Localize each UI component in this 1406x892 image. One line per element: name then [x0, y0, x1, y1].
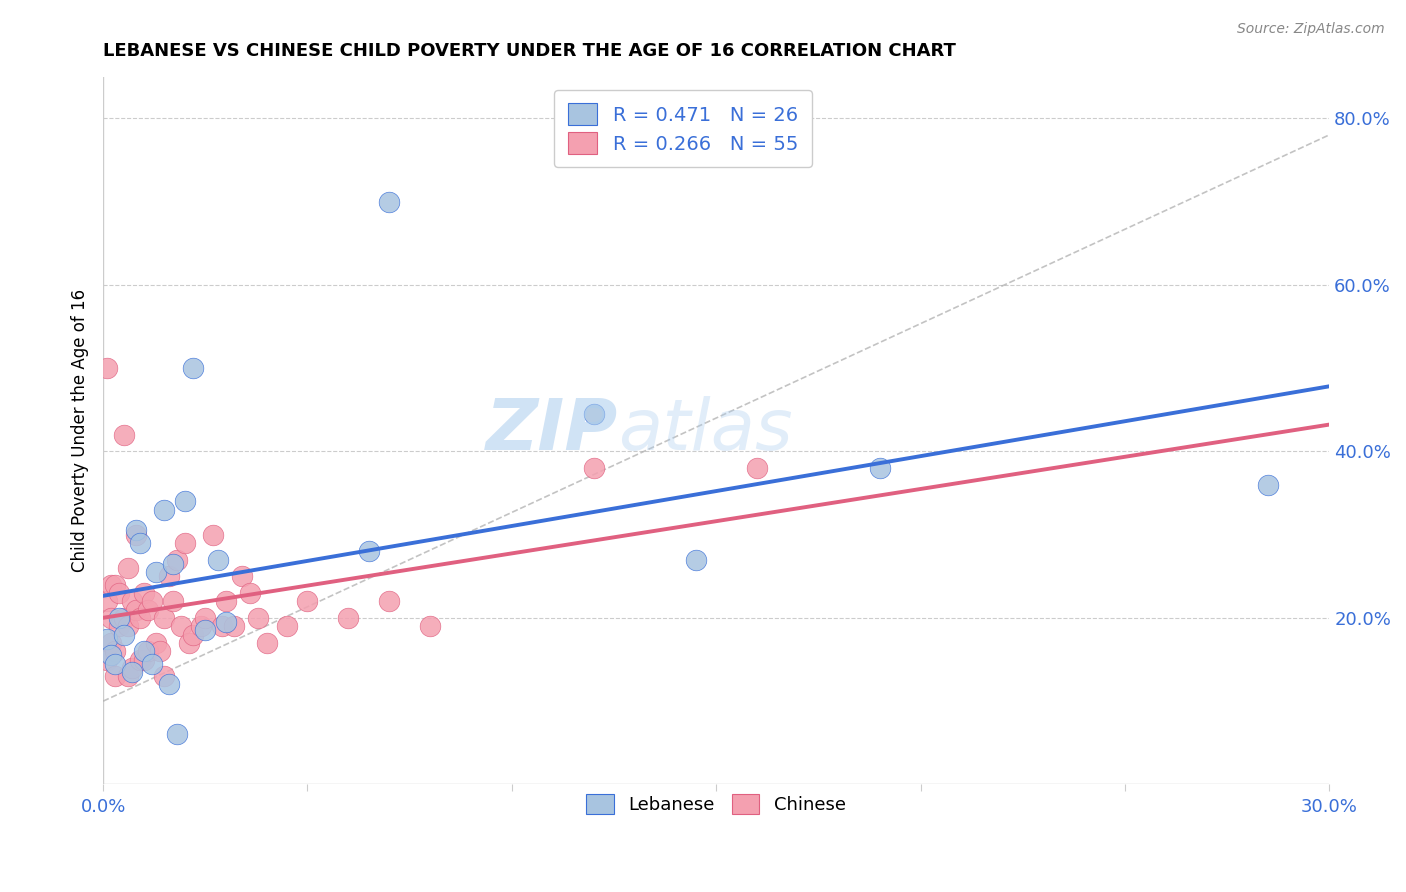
Point	[276, 619, 298, 633]
Point	[121, 661, 143, 675]
Point	[745, 461, 768, 475]
Point	[194, 611, 217, 625]
Point	[256, 636, 278, 650]
Point	[582, 461, 605, 475]
Point	[96, 361, 118, 376]
Point	[104, 657, 127, 671]
Point	[96, 632, 118, 646]
Text: LEBANESE VS CHINESE CHILD POVERTY UNDER THE AGE OF 16 CORRELATION CHART: LEBANESE VS CHINESE CHILD POVERTY UNDER …	[103, 42, 956, 60]
Point	[419, 619, 441, 633]
Point	[125, 527, 148, 541]
Point	[1257, 477, 1279, 491]
Point	[149, 644, 172, 658]
Point	[141, 594, 163, 608]
Point	[112, 611, 135, 625]
Point	[170, 619, 193, 633]
Point	[100, 636, 122, 650]
Point	[153, 502, 176, 516]
Point	[153, 611, 176, 625]
Point	[129, 611, 152, 625]
Point	[129, 652, 152, 666]
Point	[211, 619, 233, 633]
Point	[190, 619, 212, 633]
Point	[117, 619, 139, 633]
Point	[100, 577, 122, 591]
Point	[96, 594, 118, 608]
Point	[181, 627, 204, 641]
Point	[173, 494, 195, 508]
Point	[215, 615, 238, 629]
Point	[136, 602, 159, 616]
Point	[177, 636, 200, 650]
Point	[194, 624, 217, 638]
Text: Source: ZipAtlas.com: Source: ZipAtlas.com	[1237, 22, 1385, 37]
Point	[162, 557, 184, 571]
Point	[378, 594, 401, 608]
Point	[132, 586, 155, 600]
Point	[121, 594, 143, 608]
Point	[129, 536, 152, 550]
Point	[100, 648, 122, 663]
Point	[125, 602, 148, 616]
Point	[117, 561, 139, 575]
Point	[157, 569, 180, 583]
Point	[337, 611, 360, 625]
Point	[173, 536, 195, 550]
Point	[108, 619, 131, 633]
Point	[132, 652, 155, 666]
Point	[108, 586, 131, 600]
Point	[121, 665, 143, 679]
Point	[153, 669, 176, 683]
Point	[145, 565, 167, 579]
Point	[215, 594, 238, 608]
Point	[104, 644, 127, 658]
Point	[378, 194, 401, 209]
Point	[108, 611, 131, 625]
Point	[166, 727, 188, 741]
Point	[157, 677, 180, 691]
Point	[222, 619, 245, 633]
Point	[145, 636, 167, 650]
Text: atlas: atlas	[619, 396, 793, 465]
Point	[357, 544, 380, 558]
Legend: Lebanese, Chinese: Lebanese, Chinese	[575, 783, 856, 825]
Point	[297, 594, 319, 608]
Point	[207, 552, 229, 566]
Point	[112, 427, 135, 442]
Point	[136, 644, 159, 658]
Point	[112, 627, 135, 641]
Point	[582, 407, 605, 421]
Point	[869, 461, 891, 475]
Point	[685, 552, 707, 566]
Point	[125, 524, 148, 538]
Text: ZIP: ZIP	[486, 396, 619, 465]
Point	[100, 611, 122, 625]
Point	[239, 586, 262, 600]
Point	[181, 361, 204, 376]
Point	[117, 669, 139, 683]
Point	[231, 569, 253, 583]
Point	[96, 652, 118, 666]
Point	[104, 669, 127, 683]
Point	[132, 644, 155, 658]
Y-axis label: Child Poverty Under the Age of 16: Child Poverty Under the Age of 16	[72, 289, 89, 572]
Point	[166, 552, 188, 566]
Point	[141, 657, 163, 671]
Point	[162, 594, 184, 608]
Point	[104, 577, 127, 591]
Point	[247, 611, 270, 625]
Point	[202, 527, 225, 541]
